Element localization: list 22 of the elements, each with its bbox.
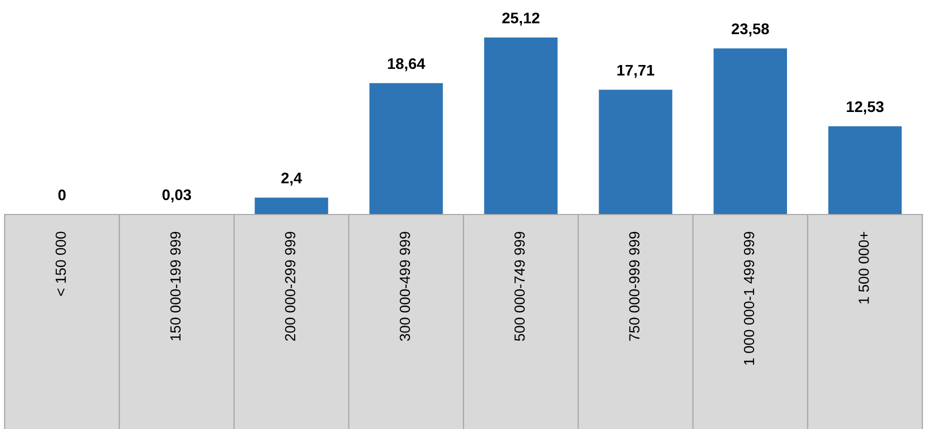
bar	[714, 48, 787, 214]
data-label: 17,71	[617, 64, 654, 78]
data-label: 18,64	[388, 58, 426, 72]
data-label: 0,03	[162, 189, 192, 202]
bar	[254, 198, 328, 214]
x-tick-label: 300 000-499 999	[400, 232, 410, 341]
data-label: 12,53	[846, 101, 884, 114]
bar	[484, 38, 558, 214]
bar	[369, 83, 443, 214]
data-label: 23,58	[732, 23, 769, 36]
data-label: 0	[58, 190, 66, 200]
bar	[598, 90, 672, 214]
x-tick-label: 1 500 000+	[858, 232, 869, 304]
x-tick-label: 150 000-199 999	[170, 232, 181, 340]
bar	[828, 126, 902, 214]
x-tick-label: 750 000-999 999	[629, 232, 640, 341]
x-tick-label: 1 000 000-1 499 999	[744, 232, 754, 365]
data-label: 25,12	[502, 12, 540, 26]
data-label: 2,4	[281, 172, 302, 186]
x-tick-label: < 150 000	[56, 232, 66, 296]
x-tick-label: 200 000-299 999	[285, 232, 296, 341]
x-tick-label: 500 000-749 999	[514, 232, 525, 341]
